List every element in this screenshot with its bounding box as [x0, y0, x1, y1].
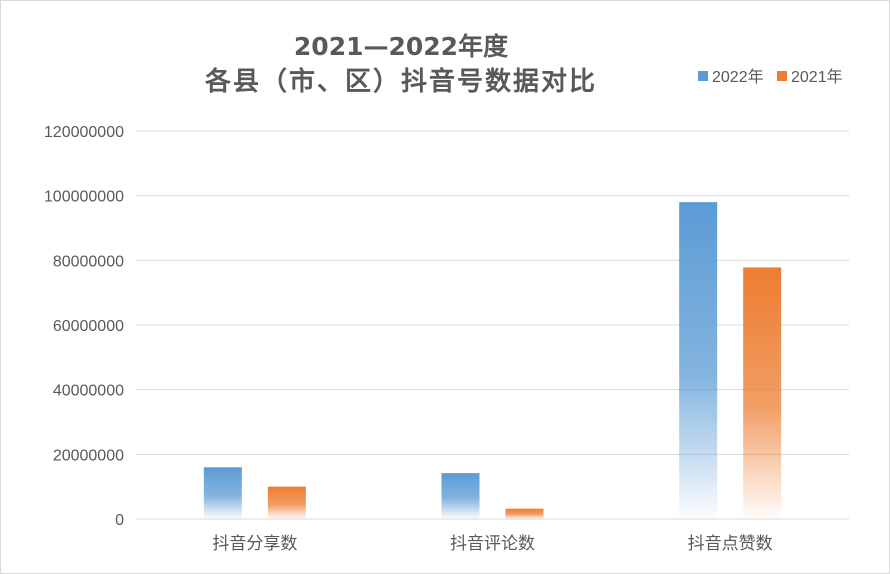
x-axis: 抖音分享数 抖音评论数 抖音点赞数 — [212, 534, 772, 554]
gridlines — [136, 130, 849, 520]
chart-title-line1: 2021—2022年度 — [293, 32, 509, 61]
x-category-label: 抖音分享数 — [212, 534, 297, 554]
bar-series1-cat2 — [441, 473, 480, 519]
y-tick-label: 20000000 — [53, 447, 124, 464]
legend: 2022年 2021年 — [698, 68, 843, 86]
y-tick-label: 100000000 — [44, 189, 124, 206]
legend-label: 2022年 — [712, 68, 764, 86]
chart-title-line2: 各县（市、区）抖音号数据对比 — [204, 67, 597, 97]
y-axis: 0 20000000 40000000 60000000 80000000 1000000… — [44, 124, 124, 529]
y-tick-label: 120000000 — [44, 124, 124, 141]
bar-series1-cat1 — [203, 467, 242, 519]
bar-series1-cat3 — [679, 202, 718, 519]
bar-series2-cat3 — [743, 267, 782, 519]
y-tick-label: 0 — [115, 512, 124, 529]
bars — [203, 202, 782, 519]
y-tick-label: 80000000 — [53, 253, 124, 270]
x-category-label: 抖音点赞数 — [688, 534, 773, 554]
legend-swatch — [777, 71, 787, 81]
legend-swatch — [698, 71, 708, 81]
bar-series2-cat1 — [267, 486, 306, 519]
x-category-label: 抖音评论数 — [450, 534, 535, 554]
y-tick-label: 40000000 — [53, 383, 124, 400]
legend-label: 2021年 — [791, 68, 843, 86]
bar-series2-cat2 — [505, 508, 544, 519]
y-tick-label: 60000000 — [53, 318, 124, 335]
